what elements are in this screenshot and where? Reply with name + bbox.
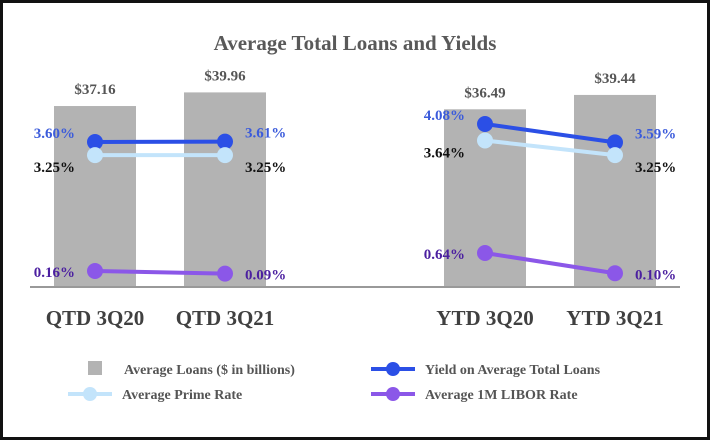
legend: Average Loans ($ in billions) Yield on Av… [68, 361, 601, 403]
series-point-2 [607, 265, 623, 282]
point-value-label: 0.09% [245, 268, 286, 284]
bar-value-label: $39.96 [204, 68, 246, 84]
series-point-1 [217, 147, 233, 164]
series-line-2 [484, 251, 616, 276]
point-value-label: 0.10% [635, 267, 676, 283]
legend-label: Average 1M LIBOR Rate [425, 388, 578, 403]
chart-title: Average Total Loans and Yields [214, 31, 497, 55]
series-point-0 [87, 134, 103, 150]
point-value-label: 0.16% [34, 265, 75, 281]
series-point-0 [217, 133, 233, 150]
legend-marker-2 [386, 387, 400, 401]
bar-1 [184, 92, 266, 287]
legend-label: Average Prime Rate [122, 388, 242, 403]
series-point-2 [217, 265, 233, 282]
bar-value-label: $36.49 [464, 85, 505, 101]
labels-group: $37.16 QTD 3Q20 $39.96 QTD 3Q21 $36.49 YTD 3Q… [34, 68, 677, 330]
point-value-label: 3.59% [635, 126, 676, 142]
series-point-2 [477, 245, 493, 261]
series-line-1 [484, 138, 616, 158]
lines-group [87, 116, 623, 282]
point-value-label: 4.08% [424, 108, 465, 124]
point-value-label: 0.64% [424, 247, 465, 263]
bars-group [54, 92, 656, 288]
legend-label: Average Loans ($ in billions) [124, 363, 295, 378]
legend-marker-0 [386, 362, 400, 376]
point-value-label: 3.25% [34, 160, 75, 176]
category-label: YTD 3Q21 [566, 306, 663, 330]
series-point-0 [477, 116, 493, 132]
legend-marker-1 [83, 387, 97, 401]
point-value-label: 3.61% [245, 126, 286, 142]
point-value-label: 3.25% [635, 160, 676, 176]
series-point-1 [477, 132, 493, 149]
point-value-label: 3.25% [245, 160, 286, 176]
category-label: YTD 3Q20 [436, 306, 533, 330]
bar-value-label: $37.16 [74, 82, 116, 98]
series-point-2 [87, 263, 103, 279]
series-point-1 [87, 147, 103, 164]
legend-label: Yield on Average Total Loans [425, 363, 601, 378]
legend-swatch-bars [88, 361, 102, 375]
series-line-0 [484, 122, 616, 145]
point-value-label: 3.60% [34, 126, 75, 142]
category-label: QTD 3Q20 [46, 306, 145, 330]
bar-value-label: $39.44 [594, 71, 636, 87]
category-label: QTD 3Q21 [176, 306, 275, 330]
bar-3 [574, 94, 656, 287]
point-value-label: 3.64% [424, 146, 465, 162]
series-point-0 [607, 134, 623, 151]
series-line-2 [94, 269, 226, 276]
series-point-1 [607, 147, 623, 164]
